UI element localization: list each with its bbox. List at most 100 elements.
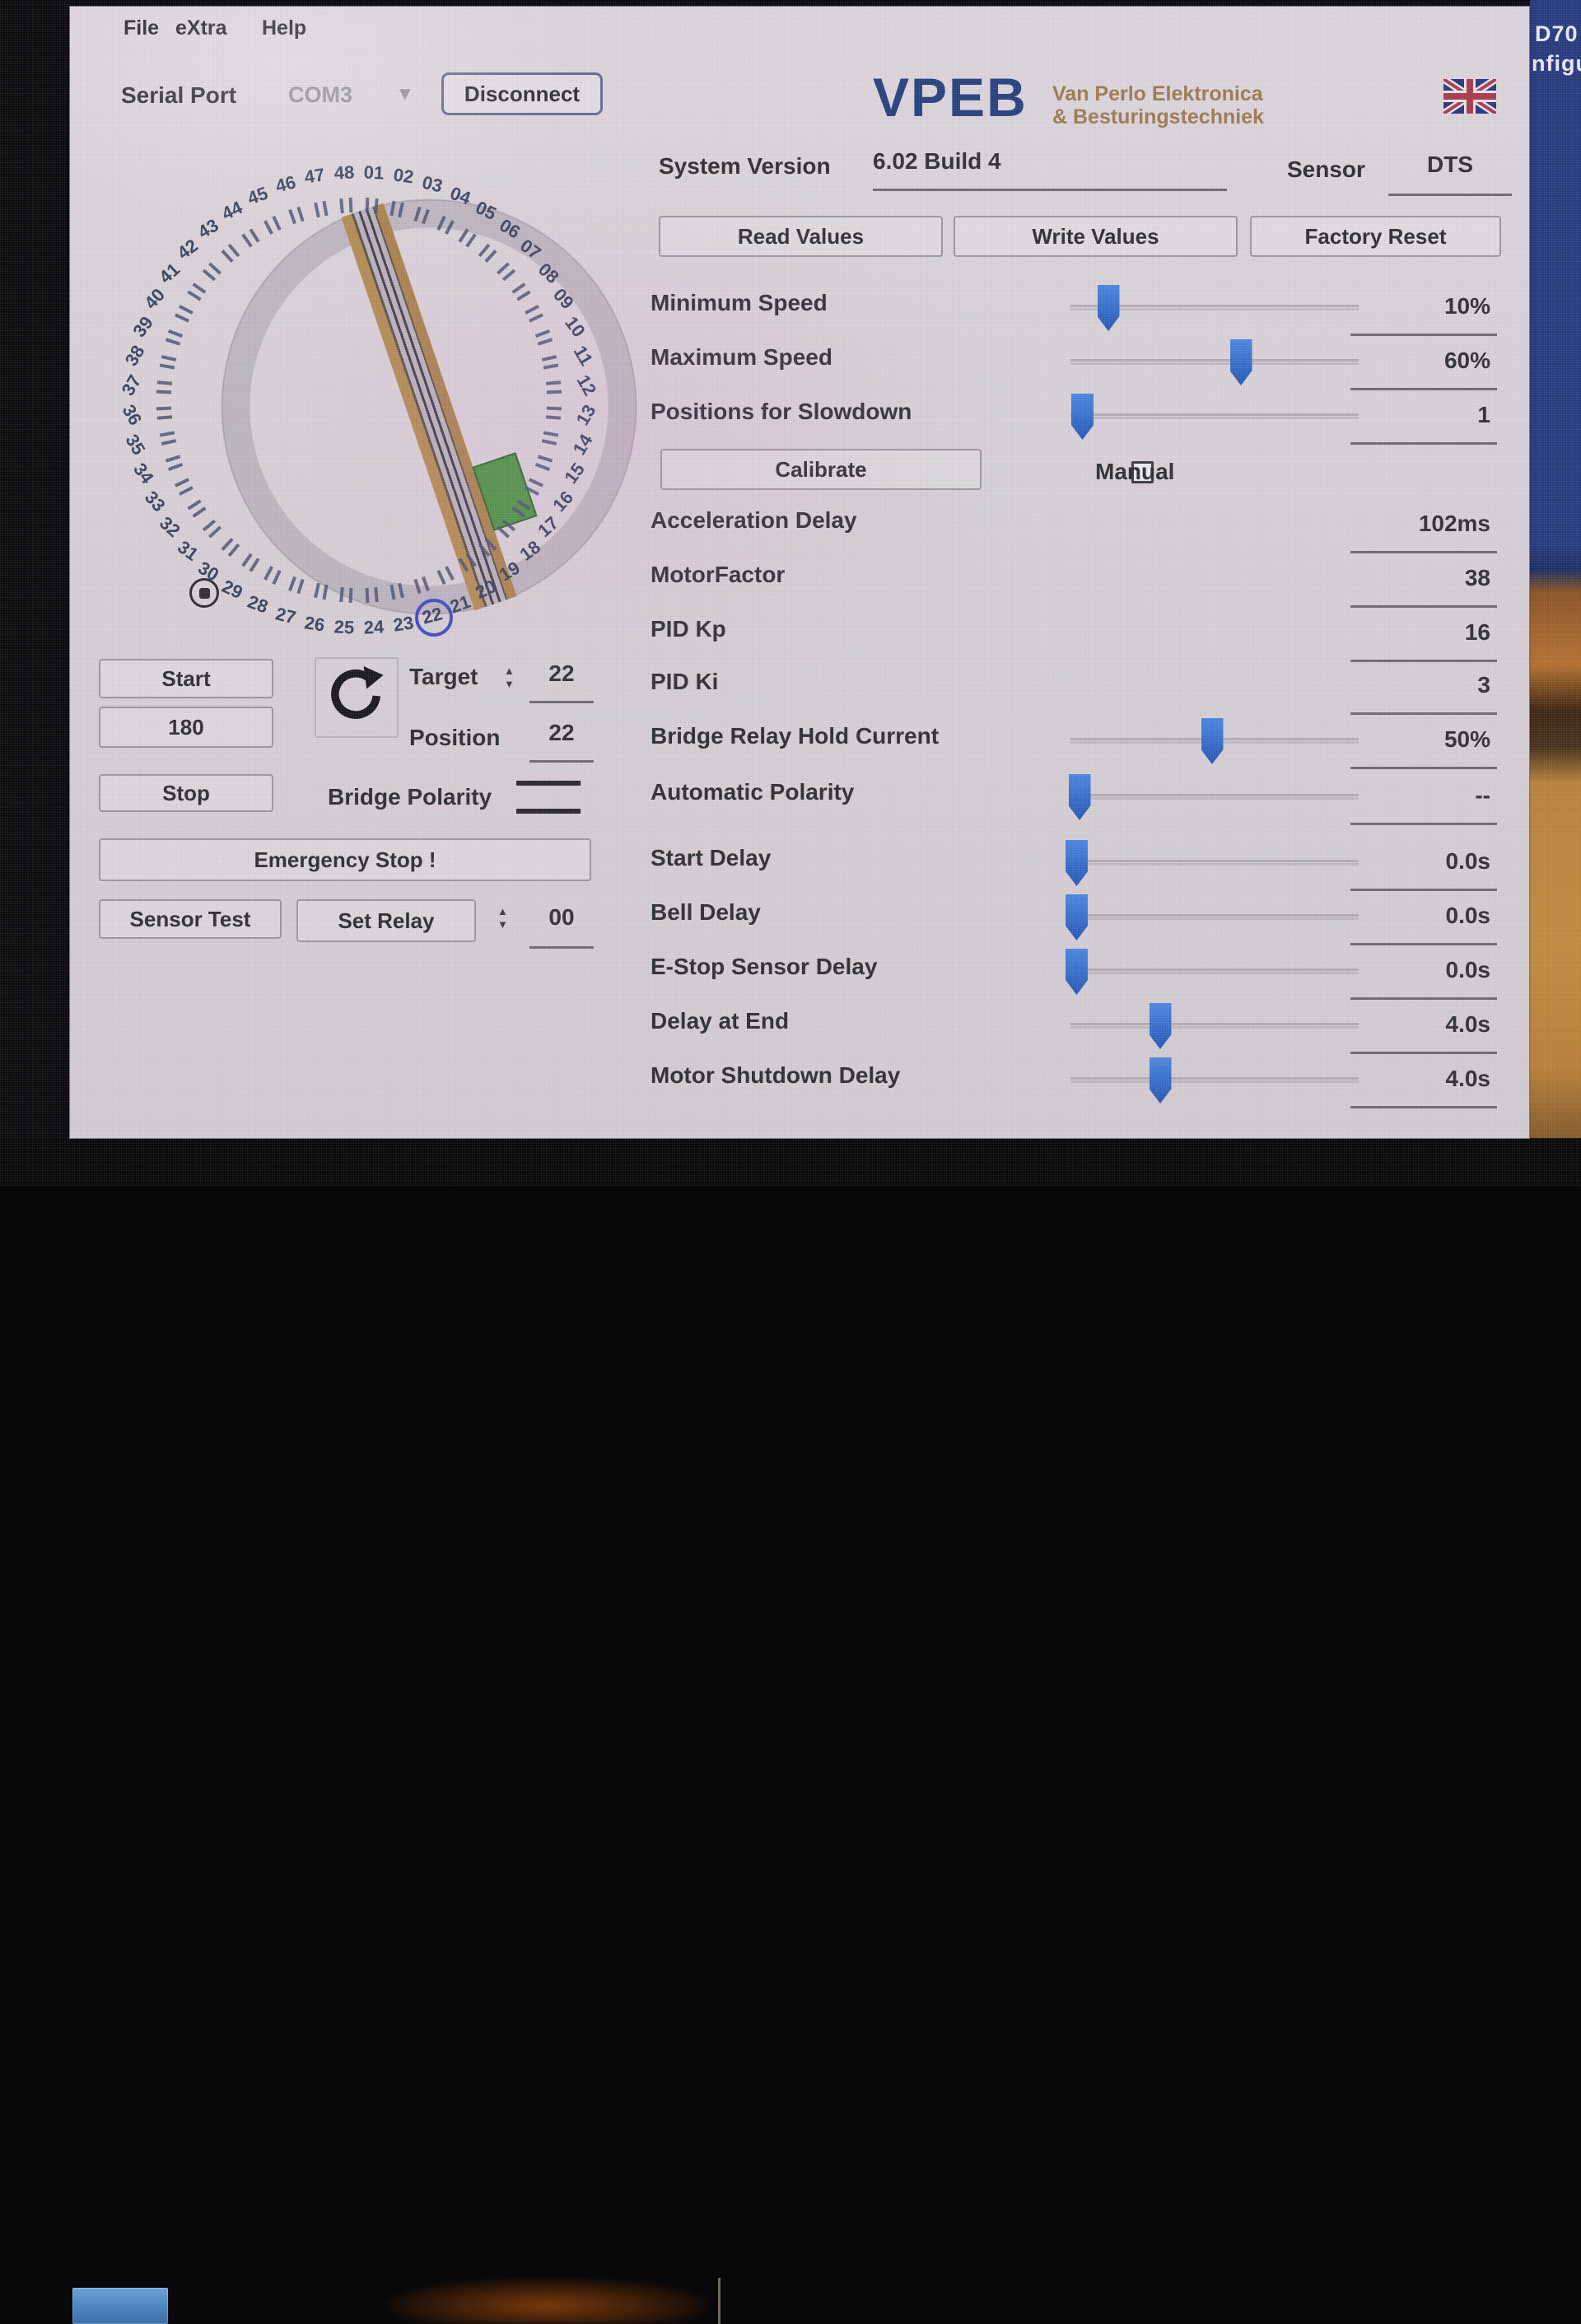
dial-tick xyxy=(178,485,194,496)
preset-180-button[interactable]: 180 xyxy=(99,707,273,748)
write-values-button[interactable]: Write Values xyxy=(954,216,1238,257)
rotate-clockwise-icon xyxy=(331,666,384,719)
setting-label-positions-for-slowdown: Positions for Slowdown xyxy=(651,399,912,424)
serial-port-select[interactable]: COM3 xyxy=(288,82,353,107)
sensor-test-button[interactable]: Sensor Test xyxy=(99,899,282,939)
spinner-down-icon[interactable]: ▼ xyxy=(504,678,515,690)
dial-tick xyxy=(221,537,234,551)
slider-thumb-bridge-relay-hold-current[interactable] xyxy=(1201,718,1224,764)
read-values-button[interactable]: Read Values xyxy=(659,216,943,257)
setting-value-automatic-polarity[interactable]: -- xyxy=(1350,782,1497,825)
setting-label-pid-kp: PID Kp xyxy=(651,616,726,642)
dial-tick xyxy=(241,233,253,248)
spinner-up-icon[interactable]: ▲ xyxy=(504,665,515,677)
setting-value-acceleration-delay[interactable]: 102ms xyxy=(1350,511,1497,553)
setting-label-delay-at-end: Delay at End xyxy=(651,1008,790,1034)
setting-value-motor-shutdown-delay[interactable]: 4.0s xyxy=(1350,1066,1497,1108)
uk-flag-icon[interactable] xyxy=(1443,79,1496,114)
dial-tick xyxy=(175,478,190,488)
dial-tick xyxy=(348,587,353,603)
taskbar-app-icon[interactable] xyxy=(72,2288,168,2324)
setting-value-pid-ki[interactable]: 3 xyxy=(1350,672,1497,715)
relay-value[interactable]: 00 xyxy=(529,904,594,949)
selected-position-ring xyxy=(415,599,454,637)
chevron-down-icon[interactable]: ▾ xyxy=(399,81,411,105)
setting-label-bridge-relay-hold-current: Bridge Relay Hold Current xyxy=(651,723,940,749)
setting-value-bell-delay[interactable]: 0.0s xyxy=(1350,903,1497,945)
setting-label-start-delay: Start Delay xyxy=(651,845,772,870)
setting-value-positions-for-slowdown[interactable]: 1 xyxy=(1350,402,1497,445)
setting-value-start-delay[interactable]: 0.0s xyxy=(1350,848,1497,891)
slider-thumb-positions-for-slowdown[interactable] xyxy=(1071,394,1094,440)
setting-value-maximum-speed[interactable]: 60% xyxy=(1350,348,1497,390)
slider-thumb-bell-delay[interactable] xyxy=(1066,894,1088,940)
serial-port-label: Serial Port xyxy=(121,82,237,108)
slider-track-motor-shutdown-delay[interactable] xyxy=(1070,1077,1359,1080)
disconnect-button[interactable]: Disconnect xyxy=(441,72,603,115)
relay-spinner[interactable]: ▲ ▼ xyxy=(497,906,508,930)
sensor-value: DTS xyxy=(1388,152,1512,196)
slider-track-delay-at-end[interactable] xyxy=(1070,1023,1359,1025)
slider-track-automatic-polarity[interactable] xyxy=(1070,794,1359,796)
slider-thumb-delay-at-end[interactable] xyxy=(1149,1003,1172,1049)
dial-tick xyxy=(287,209,296,225)
taskbar-divider xyxy=(718,2278,721,2324)
dial-tick xyxy=(187,290,202,301)
slider-track-positions-for-slowdown[interactable] xyxy=(1070,413,1359,416)
factory-reset-button[interactable]: Factory Reset xyxy=(1250,216,1501,257)
slider-thumb-start-delay[interactable] xyxy=(1066,840,1088,886)
dial-tick xyxy=(156,415,173,420)
taskbar xyxy=(0,1138,1581,2324)
slider-thumb-maximum-speed[interactable] xyxy=(1229,339,1252,385)
calibrate-button[interactable]: Calibrate xyxy=(660,449,982,490)
slider-track-maximum-speed[interactable] xyxy=(1070,359,1359,362)
set-relay-button[interactable]: Set Relay xyxy=(296,899,476,942)
setting-value-motorfactor[interactable]: 38 xyxy=(1350,565,1497,608)
slider-thumb-motor-shutdown-delay[interactable] xyxy=(1149,1057,1172,1104)
position-value: 22 xyxy=(529,720,594,763)
setting-value-minimum-speed[interactable]: 10% xyxy=(1350,293,1497,336)
target-spinner[interactable]: ▲ ▼ xyxy=(504,665,515,689)
setting-value-delay-at-end[interactable]: 4.0s xyxy=(1350,1011,1497,1054)
rotate-clockwise-button[interactable] xyxy=(315,657,399,738)
dial-tick xyxy=(287,576,296,591)
position-label: Position xyxy=(409,725,501,750)
dial-tick xyxy=(208,525,222,539)
manual-checkbox[interactable] xyxy=(1131,461,1154,483)
system-version-label: System Version xyxy=(659,153,831,179)
emergency-stop-button[interactable]: Emergency Stop ! xyxy=(99,838,591,881)
dial-tick xyxy=(178,305,194,315)
stop-button[interactable]: Stop xyxy=(99,774,273,812)
spinner-up-icon[interactable]: ▲ xyxy=(497,905,508,917)
setting-value-bridge-relay-hold-current[interactable]: 50% xyxy=(1350,726,1497,769)
slider-track-start-delay[interactable] xyxy=(1070,860,1359,862)
start-button[interactable]: Start xyxy=(99,659,273,698)
dial-tick xyxy=(296,206,305,222)
manual-checkbox-label: Manual xyxy=(1095,459,1175,484)
dial-position-48[interactable]: 48 xyxy=(333,161,355,184)
setting-label-minimum-speed: Minimum Speed xyxy=(651,290,828,315)
dial-tick xyxy=(165,338,181,346)
slider-track-minimum-speed[interactable] xyxy=(1070,305,1359,307)
slider-thumb-e-stop-sensor-delay[interactable] xyxy=(1066,949,1088,995)
menu-file[interactable]: File xyxy=(124,16,160,40)
setting-value-e-stop-sensor-delay[interactable]: 0.0s xyxy=(1350,957,1497,1000)
slider-thumb-automatic-polarity[interactable] xyxy=(1068,774,1091,820)
target-value[interactable]: 22 xyxy=(529,660,594,703)
dial-tick xyxy=(159,431,175,437)
slider-track-e-stop-sensor-delay[interactable] xyxy=(1070,968,1359,971)
menu-extra[interactable]: eXtra xyxy=(175,16,227,40)
setting-label-pid-ki: PID Ki xyxy=(651,669,719,694)
dial-tick xyxy=(264,566,274,581)
menu-help[interactable]: Help xyxy=(262,16,307,40)
spinner-down-icon[interactable]: ▼ xyxy=(497,918,508,931)
dial-tick xyxy=(546,390,562,394)
slider-track-bell-delay[interactable] xyxy=(1070,914,1359,917)
dial-tick xyxy=(165,455,181,463)
slider-thumb-minimum-speed[interactable] xyxy=(1097,285,1120,331)
dial-tick xyxy=(272,569,282,585)
dial-tick xyxy=(249,228,260,243)
setting-value-pid-kp[interactable]: 16 xyxy=(1350,619,1497,662)
dial-tick xyxy=(322,585,329,600)
dial-tick xyxy=(348,198,353,213)
